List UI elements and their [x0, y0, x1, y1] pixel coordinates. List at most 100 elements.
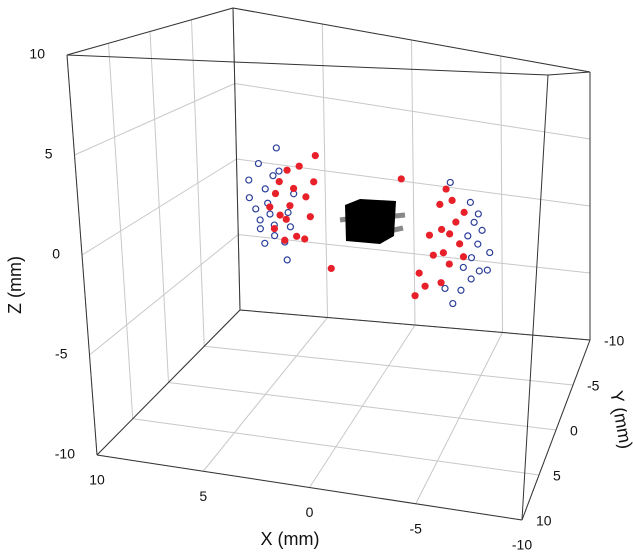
x-tick-label: 10	[89, 472, 105, 488]
box-edge	[547, 71, 591, 76]
point	[245, 176, 253, 184]
point	[295, 162, 303, 170]
grid-line	[204, 345, 574, 386]
point	[245, 194, 253, 202]
point	[449, 299, 457, 308]
point	[301, 235, 309, 243]
point	[466, 198, 474, 206]
x-axis-label: X (mm)	[261, 529, 320, 549]
box-edge	[521, 74, 549, 521]
point	[425, 231, 434, 239]
point	[474, 240, 482, 248]
point	[261, 239, 269, 247]
point	[283, 256, 291, 264]
z-tick-label: -5	[55, 346, 68, 362]
point	[448, 196, 456, 204]
point	[459, 263, 467, 272]
point	[283, 166, 291, 174]
grid-line	[236, 158, 591, 207]
x-tick-label: -5	[410, 520, 423, 536]
point	[266, 210, 274, 218]
point	[459, 253, 468, 261]
point	[261, 185, 269, 193]
box-edge	[239, 309, 591, 341]
point	[284, 208, 292, 217]
grid-line	[89, 234, 239, 356]
point	[429, 251, 437, 259]
point	[470, 218, 478, 226]
point	[478, 226, 486, 234]
x-tick-label: -10	[512, 537, 532, 553]
point	[421, 282, 429, 290]
point	[467, 254, 476, 262]
point	[275, 178, 283, 186]
point	[275, 167, 283, 175]
box-edge	[96, 454, 523, 521]
point	[271, 189, 280, 198]
point	[286, 202, 294, 210]
z-tick-label: 0	[52, 246, 60, 262]
point	[483, 266, 491, 274]
grid-line	[168, 382, 557, 431]
point	[467, 275, 475, 283]
point	[441, 284, 449, 293]
point	[475, 267, 483, 275]
point	[302, 193, 310, 201]
grid-line	[238, 234, 591, 274]
z-tick-label: 10	[29, 46, 45, 62]
point	[293, 232, 301, 240]
box-edge	[66, 54, 98, 456]
point	[437, 279, 445, 287]
point	[272, 144, 280, 152]
point	[286, 223, 295, 231]
point	[411, 292, 419, 300]
point	[415, 269, 423, 277]
point	[270, 224, 279, 233]
y-tick-label: 10	[536, 513, 552, 529]
box-edge	[66, 54, 549, 76]
point	[452, 218, 460, 226]
point	[436, 200, 444, 208]
grid	[66, 7, 591, 521]
point	[446, 178, 454, 187]
y-tick-label: -5	[587, 378, 600, 394]
x-tick-label: 0	[306, 504, 314, 520]
point	[256, 216, 264, 224]
x-tick-label: 5	[199, 488, 207, 504]
z-tick-label: 5	[45, 146, 53, 162]
point	[456, 240, 464, 248]
point	[254, 159, 263, 168]
point	[252, 205, 260, 213]
point	[327, 264, 335, 273]
box-edge	[96, 309, 241, 456]
point	[311, 151, 319, 160]
grid-line	[234, 83, 591, 140]
y-tick-label: -10	[604, 333, 624, 349]
point	[256, 225, 264, 233]
y-tick-label: 0	[570, 423, 578, 439]
point	[457, 286, 465, 294]
point	[486, 248, 494, 257]
box-edge	[232, 7, 241, 311]
point	[306, 213, 314, 221]
box-edge	[66, 7, 234, 56]
grid-line	[132, 418, 540, 476]
point	[289, 184, 298, 193]
point	[445, 260, 453, 268]
box-edges	[66, 7, 591, 521]
point	[438, 225, 446, 234]
object	[339, 199, 406, 244]
box-edge	[521, 339, 591, 521]
grid-line	[74, 83, 235, 156]
y-tick-label: 5	[553, 468, 561, 484]
point	[310, 178, 318, 186]
point	[266, 203, 274, 211]
point	[281, 236, 289, 244]
point	[474, 210, 482, 218]
z-tick-label: -10	[55, 446, 75, 462]
box-edge	[232, 7, 591, 73]
z-axis-label: Z (mm)	[5, 256, 25, 314]
y-axis-label: Y (mm)	[606, 389, 633, 450]
